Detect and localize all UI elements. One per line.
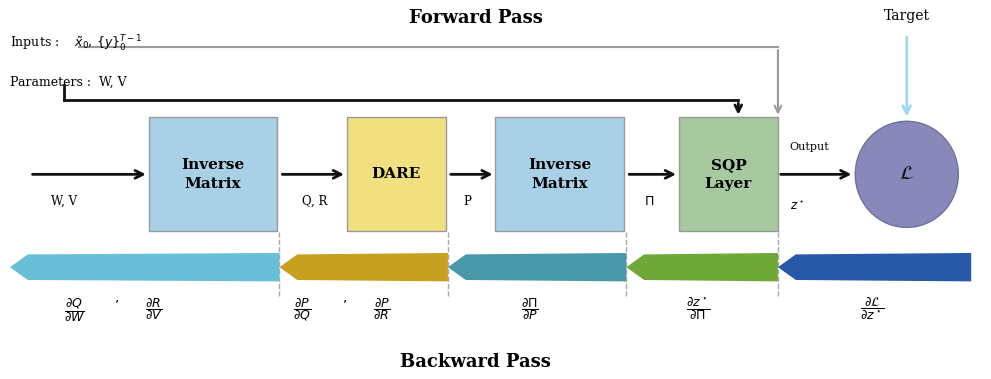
Text: $\dfrac{\partial \Pi}{\partial P}$: $\dfrac{\partial \Pi}{\partial P}$ [521, 296, 539, 321]
Text: $\dfrac{\partial Q}{\partial W}$: $\dfrac{\partial Q}{\partial W}$ [63, 296, 85, 324]
Text: $\dfrac{\partial \mathcal{L}}{\partial z^\star}$: $\dfrac{\partial \mathcal{L}}{\partial z… [859, 296, 885, 322]
Text: Inverse
Matrix: Inverse Matrix [181, 158, 245, 191]
Text: W, V: W, V [52, 195, 77, 208]
Text: $\Pi$: $\Pi$ [644, 195, 654, 208]
Text: Q, R: Q, R [302, 195, 328, 208]
Text: Parameters :  W, V: Parameters : W, V [10, 76, 127, 89]
Text: $\dfrac{\partial P}{\partial R}$: $\dfrac{\partial P}{\partial R}$ [373, 296, 390, 321]
Ellipse shape [855, 121, 958, 227]
Text: Inputs :    $\tilde{x}_0,\,\{y\}_0^{T-1}$: Inputs : $\tilde{x}_0,\,\{y\}_0^{T-1}$ [10, 34, 143, 54]
Text: $\dfrac{\partial z^\star}{\partial \Pi}$: $\dfrac{\partial z^\star}{\partial \Pi}$ [686, 296, 712, 322]
Text: SQP
Layer: SQP Layer [705, 158, 752, 191]
Text: DARE: DARE [372, 168, 421, 181]
Text: Target: Target [884, 9, 930, 23]
Text: ,: , [343, 290, 347, 304]
Polygon shape [626, 253, 778, 281]
FancyBboxPatch shape [496, 117, 624, 231]
Polygon shape [778, 253, 971, 281]
Text: $\mathcal{L}$: $\mathcal{L}$ [900, 165, 914, 183]
Text: Inverse
Matrix: Inverse Matrix [528, 158, 592, 191]
Text: $z^\star$: $z^\star$ [790, 199, 805, 213]
Text: Backward Pass: Backward Pass [400, 354, 551, 371]
Text: Forward Pass: Forward Pass [408, 9, 543, 27]
FancyBboxPatch shape [679, 117, 778, 231]
FancyBboxPatch shape [347, 117, 446, 231]
FancyBboxPatch shape [149, 117, 277, 231]
Text: ,: , [115, 290, 119, 304]
Polygon shape [279, 253, 448, 281]
Text: Output: Output [790, 142, 829, 152]
Text: P: P [464, 195, 472, 208]
Text: $\dfrac{\partial R}{\partial V}$: $\dfrac{\partial R}{\partial V}$ [145, 296, 163, 321]
Polygon shape [10, 253, 279, 281]
Text: $\dfrac{\partial P}{\partial Q}$: $\dfrac{\partial P}{\partial Q}$ [293, 296, 311, 323]
Polygon shape [448, 253, 626, 281]
